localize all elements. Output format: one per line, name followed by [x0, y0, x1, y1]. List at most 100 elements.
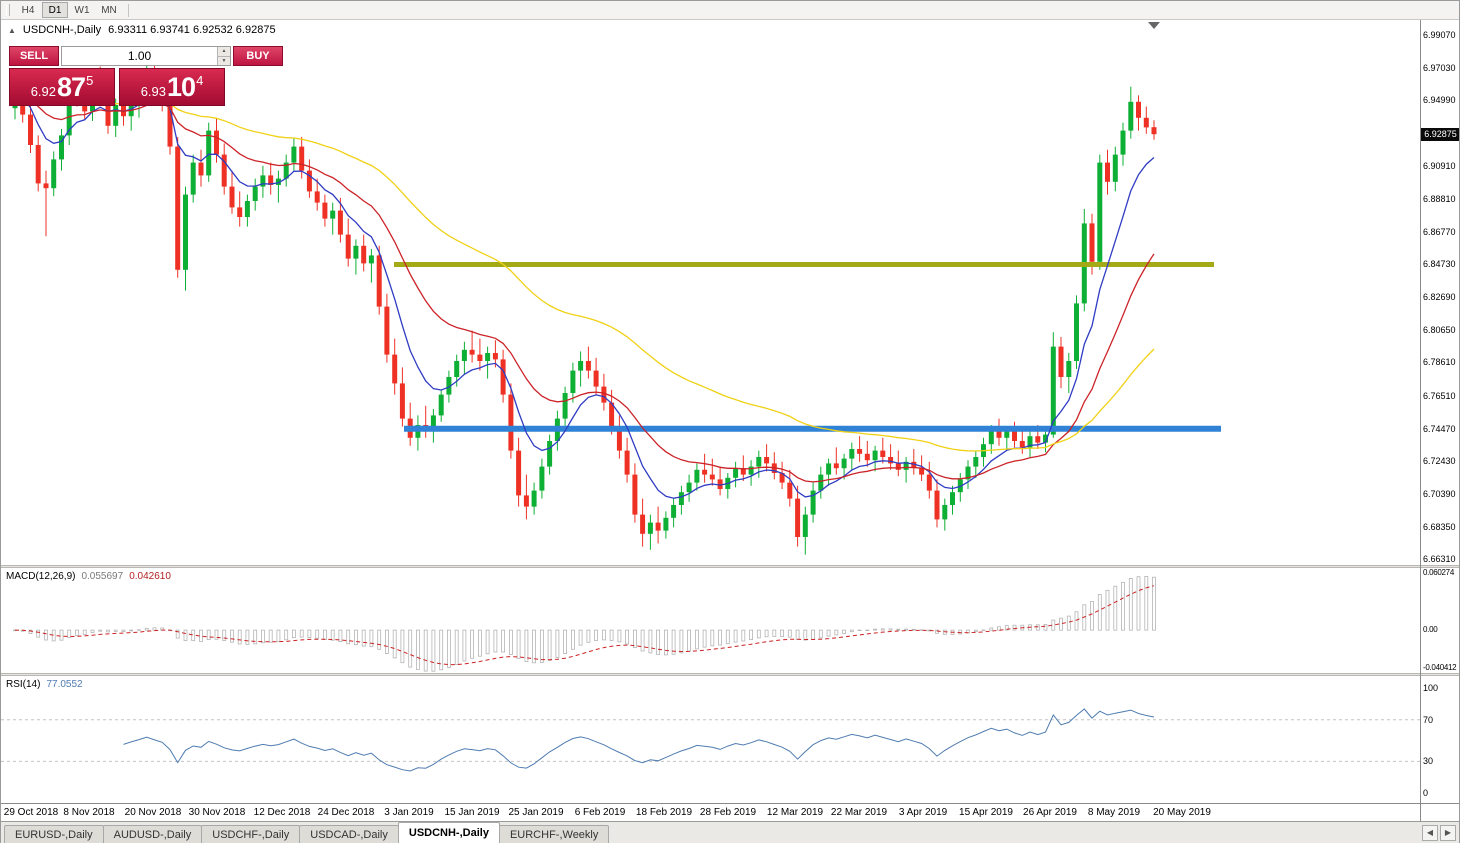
- volume-decrease-button[interactable]: ▼: [218, 56, 230, 65]
- macd-chart[interactable]: [1, 568, 1420, 673]
- time-axis-label: 8 May 2019: [1087, 807, 1141, 818]
- price-axis-label: 6.86770: [1423, 227, 1456, 237]
- sell-button[interactable]: SELL: [9, 46, 59, 66]
- tab-eurusd-daily[interactable]: EURUSD-,Daily: [4, 825, 104, 843]
- price-axis-label: 6.94990: [1423, 95, 1456, 105]
- price-axis-label: 6.80650: [1423, 325, 1456, 335]
- timeframe-button-w1[interactable]: W1: [74, 5, 90, 16]
- time-axis-label: 18 Feb 2019: [635, 807, 693, 818]
- chart-ohlc-values: 6.93311 6.93741 6.92532 6.92875: [108, 24, 276, 36]
- buy-price-pipette: 4: [196, 72, 204, 88]
- tab-usdcad-daily[interactable]: USDCAD-,Daily: [299, 825, 399, 843]
- macd-axis-label: 0.060274: [1423, 568, 1454, 577]
- time-axis-label: 24 Dec 2018: [317, 807, 375, 818]
- sell-price-pipette: 5: [86, 72, 94, 88]
- rsi-label: RSI(14) 77.0552: [6, 679, 83, 690]
- price-axis-label: 6.97030: [1423, 63, 1456, 73]
- macd-axis-label: -0.040412: [1423, 663, 1457, 672]
- price-axis-label: 6.70390: [1423, 489, 1456, 499]
- timeframe-button-mn[interactable]: MN: [101, 5, 117, 16]
- chart-symbol-period: USDCNH-,Daily: [22, 24, 102, 36]
- sell-price-big-digits: 87: [57, 71, 86, 102]
- macd-name: MACD(12,26,9): [6, 571, 76, 582]
- chart-tabs: EURUSD-,Daily AUDUSD-,Daily USDCHF-,Daily U…: [4, 822, 610, 843]
- time-axis-label: 8 Nov 2018: [63, 807, 115, 818]
- time-axis-label: 3 Apr 2019: [898, 807, 948, 818]
- panel-splitter[interactable]: [1421, 565, 1459, 568]
- chart-tab-bar: EURUSD-,Daily AUDUSD-,Daily USDCHF-,Daily U…: [1, 821, 1459, 843]
- time-axis-label: 6 Feb 2019: [574, 807, 626, 818]
- price-axis-label: 6.76510: [1423, 391, 1456, 401]
- price-axis[interactable]: 6.990706.970306.949906.929506.909106.888…: [1421, 20, 1459, 565]
- timeframe-button-d1[interactable]: D1: [42, 2, 68, 18]
- rsi-chart[interactable]: [1, 676, 1420, 803]
- volume-spinner: ▲ ▼: [217, 47, 230, 65]
- price-axis-label: 6.99070: [1423, 30, 1456, 40]
- volume-field: ▲ ▼: [61, 46, 231, 66]
- time-axis-label: 3 Jan 2019: [384, 807, 434, 818]
- time-axis-label: 15 Apr 2019: [959, 807, 1013, 818]
- buy-button[interactable]: BUY: [233, 46, 283, 66]
- tab-usdcnh-daily[interactable]: USDCNH-,Daily: [397, 822, 500, 843]
- volume-increase-button[interactable]: ▲: [218, 47, 230, 57]
- panel-splitter[interactable]: [1, 673, 1420, 676]
- sell-price-prefix: 6.92: [30, 83, 57, 99]
- buy-price-display[interactable]: 6.93 10 4: [119, 68, 225, 106]
- rsi-name: RSI(14): [6, 679, 41, 690]
- one-click-trading-panel: SELL ▲ ▼ BUY 6.92 87: [9, 46, 283, 106]
- macd-value: 0.055697: [81, 571, 124, 582]
- candlestick-chart[interactable]: [1, 20, 1420, 565]
- price-axis-label: 6.84730: [1423, 259, 1456, 269]
- rsi-axis-label: 30: [1423, 756, 1434, 766]
- timeframe-buttons: H4 D1 W1 MN: [15, 2, 122, 18]
- time-axis-label: 26 Apr 2019: [1023, 807, 1077, 818]
- toolbar-separator: [128, 3, 129, 17]
- price-axis-label: 6.88810: [1423, 194, 1456, 204]
- macd-axis[interactable]: 0.060274 0.00 -0.040412: [1421, 568, 1459, 673]
- price-axis-label: 6.72430: [1423, 456, 1456, 466]
- price-axis-label: 6.78610: [1423, 357, 1456, 367]
- rsi-panel[interactable]: RSI(14) 77.0552: [1, 676, 1420, 803]
- time-axis-label: 25 Jan 2019: [508, 807, 564, 818]
- time-axis[interactable]: 29 Oct 2018 8 Nov 2018 20 Nov 2018 30 Nov 2…: [1, 803, 1420, 821]
- tab-eurchf-weekly[interactable]: EURCHF-,Weekly: [498, 825, 610, 843]
- main-chart-panel[interactable]: ▲ USDCNH-,Daily 6.93311 6.93741 6.92532 …: [1, 20, 1420, 565]
- price-axis-label: 6.66310: [1423, 554, 1456, 564]
- macd-label: MACD(12,26,9) 0.055697 0.042610: [6, 571, 171, 582]
- tab-usdchf-daily[interactable]: USDCHF-,Daily: [201, 825, 301, 843]
- chart-workspace: ▲ USDCNH-,Daily 6.93311 6.93741 6.92532 …: [1, 20, 1459, 821]
- tab-scroll-left-icon[interactable]: ◀: [1422, 825, 1438, 841]
- time-axis-label: 22 Mar 2019: [830, 807, 888, 818]
- price-axis-label: 6.90910: [1423, 161, 1456, 171]
- chart-title: ▲ USDCNH-,Daily 6.93311 6.93741 6.92532 …: [8, 24, 276, 36]
- sell-price-display[interactable]: 6.92 87 5: [9, 68, 115, 106]
- toolbar-grip[interactable]: [6, 4, 10, 16]
- panel-splitter[interactable]: [1, 565, 1420, 568]
- buy-price-big-digits: 10: [167, 71, 196, 102]
- time-axis-label: 12 Dec 2018: [253, 807, 311, 818]
- macd-panel[interactable]: MACD(12,26,9) 0.055697 0.042610: [1, 568, 1420, 673]
- rsi-axis-label: 100: [1423, 683, 1439, 693]
- current-price-badge: 6.92875: [1421, 128, 1459, 141]
- price-axis-label: 6.74470: [1423, 424, 1456, 434]
- rsi-axis[interactable]: 100 70 30 0: [1421, 676, 1459, 803]
- rsi-value: 77.0552: [46, 679, 83, 690]
- rsi-axis-label: 70: [1423, 715, 1434, 725]
- collapse-arrow-icon[interactable]: ▲: [8, 25, 16, 35]
- volume-input[interactable]: [62, 47, 217, 65]
- timeframe-toolbar: H4 D1 W1 MN: [1, 1, 1459, 20]
- timeframe-button-h4[interactable]: H4: [21, 5, 35, 16]
- macd-axis-label: 0.00: [1423, 625, 1438, 634]
- time-axis-label: 12 Mar 2019: [766, 807, 824, 818]
- time-axis-label: 20 Nov 2018: [124, 807, 182, 818]
- time-axis-label: 28 Feb 2019: [699, 807, 757, 818]
- panel-splitter[interactable]: [1421, 673, 1459, 676]
- rsi-axis-label: 0: [1423, 788, 1429, 798]
- price-axis-label: 6.82690: [1423, 292, 1456, 302]
- macd-signal-value: 0.042610: [129, 571, 171, 582]
- tab-audusd-daily[interactable]: AUDUSD-,Daily: [102, 825, 203, 843]
- price-axis-label: 6.68350: [1423, 522, 1456, 532]
- tab-scroll-right-icon[interactable]: ▶: [1440, 825, 1456, 841]
- time-axis-label: 29 Oct 2018: [3, 807, 59, 818]
